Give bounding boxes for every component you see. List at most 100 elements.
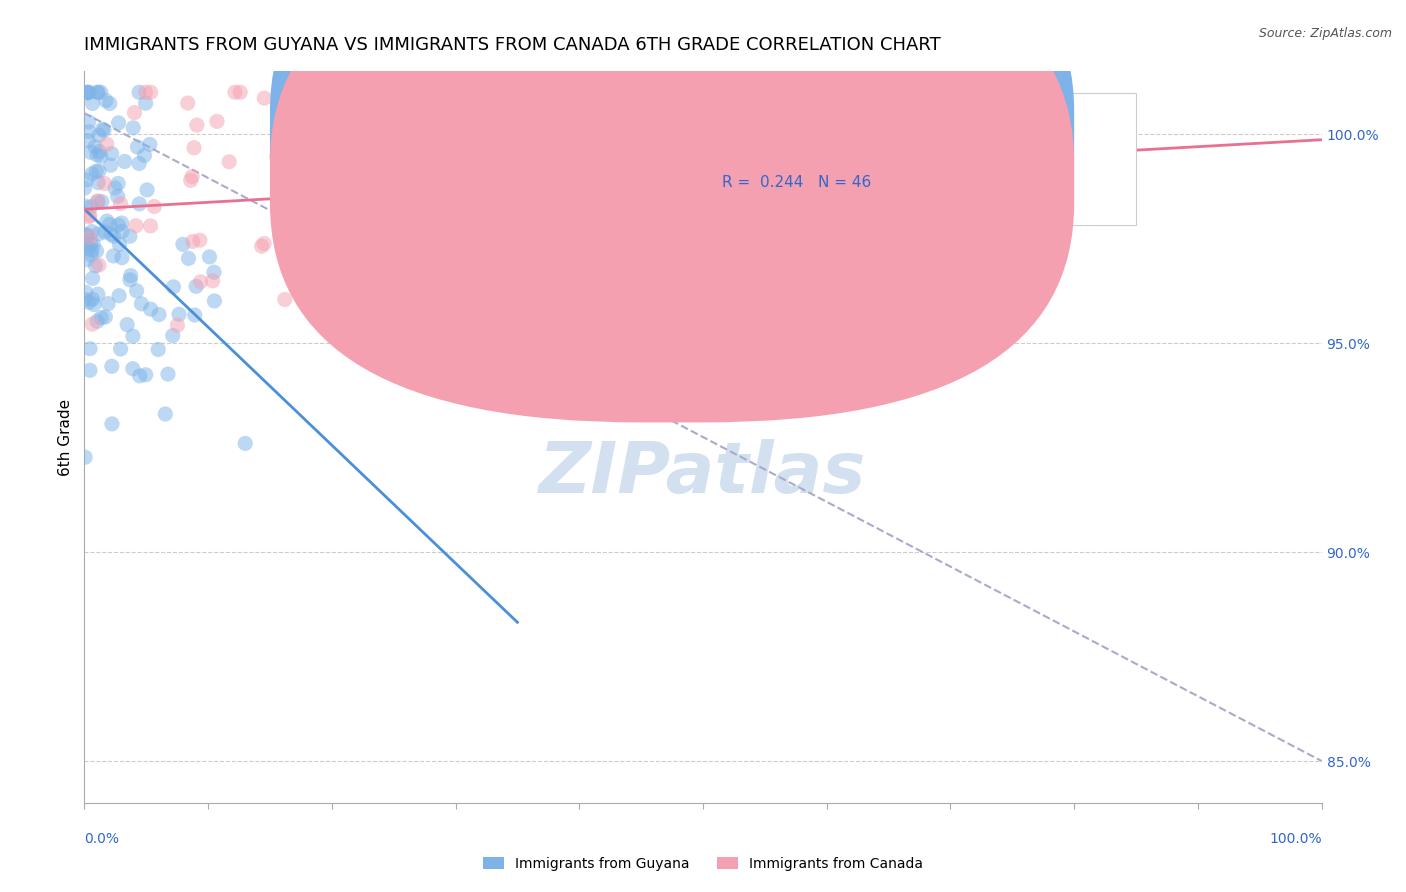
Point xyxy=(115,318,138,332)
FancyBboxPatch shape xyxy=(616,94,1136,225)
Point xyxy=(128,368,150,383)
Point xyxy=(181,169,204,184)
Point xyxy=(76,228,98,243)
Point xyxy=(177,252,200,266)
Point xyxy=(205,114,228,128)
Point xyxy=(104,181,127,195)
Point xyxy=(111,251,134,265)
Point xyxy=(90,85,112,99)
Point xyxy=(82,96,104,111)
Point xyxy=(98,218,121,232)
Point xyxy=(87,258,110,272)
Point xyxy=(90,310,112,325)
Point xyxy=(87,227,110,241)
Point xyxy=(91,122,114,136)
Point xyxy=(76,86,98,100)
Point xyxy=(90,194,112,209)
Point xyxy=(202,293,225,308)
Point xyxy=(73,181,96,195)
Point xyxy=(87,287,110,301)
Point xyxy=(83,297,105,311)
Point xyxy=(96,214,118,228)
Point xyxy=(114,154,136,169)
Point xyxy=(97,296,120,310)
Point xyxy=(79,145,101,160)
Point xyxy=(128,85,150,99)
Point xyxy=(180,173,202,187)
Text: 100.0%: 100.0% xyxy=(1270,832,1322,846)
Point xyxy=(181,235,204,249)
Point xyxy=(128,156,150,170)
Point xyxy=(107,189,129,203)
Point xyxy=(103,249,125,263)
Point xyxy=(80,248,103,262)
Point xyxy=(436,104,458,119)
Point xyxy=(229,85,252,99)
Point xyxy=(108,237,131,252)
Point xyxy=(120,268,142,283)
Point xyxy=(107,177,129,191)
Point xyxy=(319,286,342,301)
Point xyxy=(79,236,101,251)
Point xyxy=(87,164,110,178)
Point xyxy=(162,328,184,343)
Point xyxy=(86,314,108,328)
Text: R = -0.452  N = 115: R = -0.452 N = 115 xyxy=(721,124,876,139)
Point xyxy=(93,123,115,137)
Point xyxy=(77,115,100,129)
Point xyxy=(79,230,101,244)
Point xyxy=(100,227,122,242)
Point xyxy=(401,198,423,212)
Point xyxy=(84,164,107,178)
Point xyxy=(135,96,157,111)
Point xyxy=(186,118,208,132)
Point xyxy=(139,137,162,152)
Point xyxy=(94,94,117,108)
Point xyxy=(87,85,110,99)
Text: Source: ZipAtlas.com: Source: ZipAtlas.com xyxy=(1258,27,1392,40)
Point xyxy=(177,96,200,111)
Point xyxy=(125,219,148,233)
Point xyxy=(135,368,157,382)
Point xyxy=(122,329,145,343)
Point xyxy=(84,140,107,154)
Point xyxy=(122,120,145,135)
Point xyxy=(309,267,332,281)
Point xyxy=(90,149,112,163)
Point xyxy=(146,343,169,357)
Point xyxy=(266,150,288,164)
Point xyxy=(101,359,124,374)
Point xyxy=(166,318,188,333)
Point xyxy=(75,227,97,242)
Point xyxy=(111,224,134,238)
Point xyxy=(82,293,104,307)
Point xyxy=(76,252,98,267)
Point xyxy=(107,218,129,232)
Point xyxy=(253,236,276,251)
Point xyxy=(76,85,98,99)
Point xyxy=(75,285,97,300)
Point xyxy=(184,308,207,322)
Point xyxy=(626,167,648,181)
Point xyxy=(198,250,221,264)
Point xyxy=(94,225,117,239)
Point xyxy=(274,293,297,307)
Point xyxy=(319,169,342,183)
Point xyxy=(121,361,143,376)
FancyBboxPatch shape xyxy=(270,0,1074,371)
Point xyxy=(143,200,166,214)
Point xyxy=(96,137,118,152)
Point xyxy=(155,407,177,421)
Point xyxy=(77,295,100,310)
Point xyxy=(125,284,148,298)
Point xyxy=(128,197,150,211)
Point xyxy=(79,363,101,377)
Point xyxy=(101,417,124,431)
Point xyxy=(80,244,103,258)
Point xyxy=(201,274,224,288)
Point xyxy=(82,317,104,331)
Point xyxy=(156,367,179,381)
Point xyxy=(86,85,108,99)
Point xyxy=(75,199,97,213)
Text: IMMIGRANTS FROM GUYANA VS IMMIGRANTS FROM CANADA 6TH GRADE CORRELATION CHART: IMMIGRANTS FROM GUYANA VS IMMIGRANTS FRO… xyxy=(84,36,941,54)
